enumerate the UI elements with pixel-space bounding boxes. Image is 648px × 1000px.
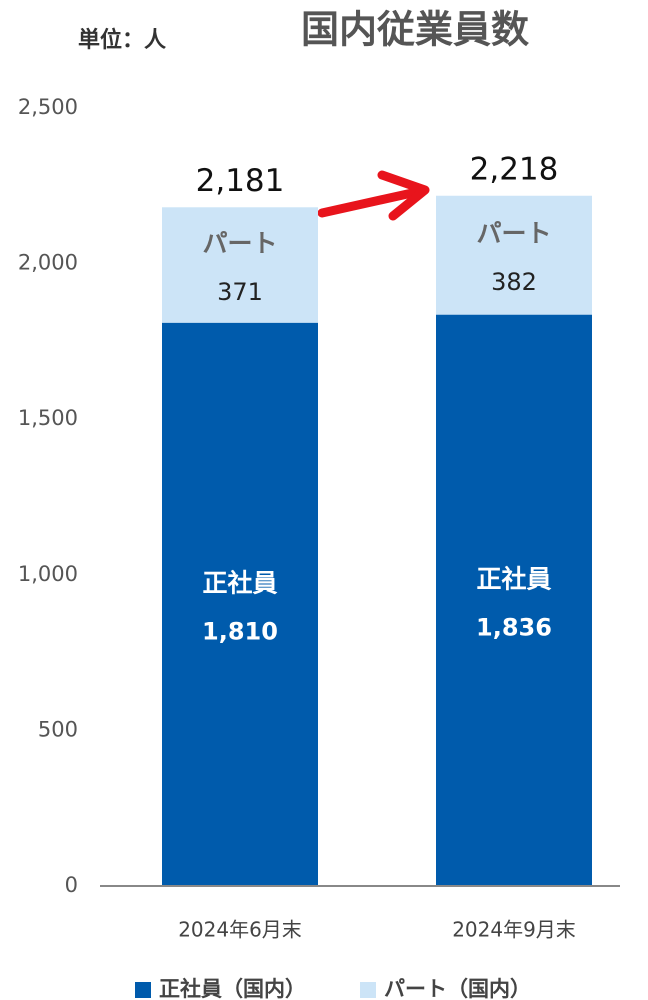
legend-swatch <box>360 982 376 998</box>
segment-label: パート <box>476 219 551 248</box>
x-tick-label: 2024年6月末 <box>178 918 302 942</box>
unit-label: 単位：人 <box>78 27 166 53</box>
y-tick-label: 1,000 <box>18 562 78 586</box>
arrow-shaft <box>317 188 417 218</box>
segment-label: パート <box>202 229 277 258</box>
y-tick-label: 2,500 <box>18 95 78 119</box>
bar-segment <box>162 322 318 886</box>
x-tick-label: 2024年9月末 <box>452 918 576 942</box>
legend-label: パート（国内） <box>384 977 531 1000</box>
y-tick-label: 2,000 <box>18 251 78 275</box>
data-label: 1,810 <box>202 617 278 645</box>
y-tick-label: 0 <box>65 873 78 897</box>
legend-swatch <box>135 982 151 998</box>
bar-segment <box>436 314 592 886</box>
bar-segment <box>162 207 318 323</box>
total-label: 2,218 <box>470 151 559 187</box>
arrow-head <box>377 170 430 221</box>
y-tick-label: 1,500 <box>18 406 78 430</box>
bar-segment <box>436 195 592 315</box>
data-label: 1,836 <box>476 613 552 641</box>
data-label: 371 <box>217 278 263 306</box>
chart-title: 国内従業員数 <box>301 8 529 52</box>
y-tick-label: 500 <box>38 717 78 741</box>
segment-label: 正社員 <box>202 568 277 597</box>
segment-label: 正社員 <box>476 564 551 593</box>
total-label: 2,181 <box>196 163 285 199</box>
trend-arrow <box>317 170 430 221</box>
data-label: 382 <box>491 268 537 296</box>
legend-label: 正社員（国内） <box>159 977 306 1000</box>
